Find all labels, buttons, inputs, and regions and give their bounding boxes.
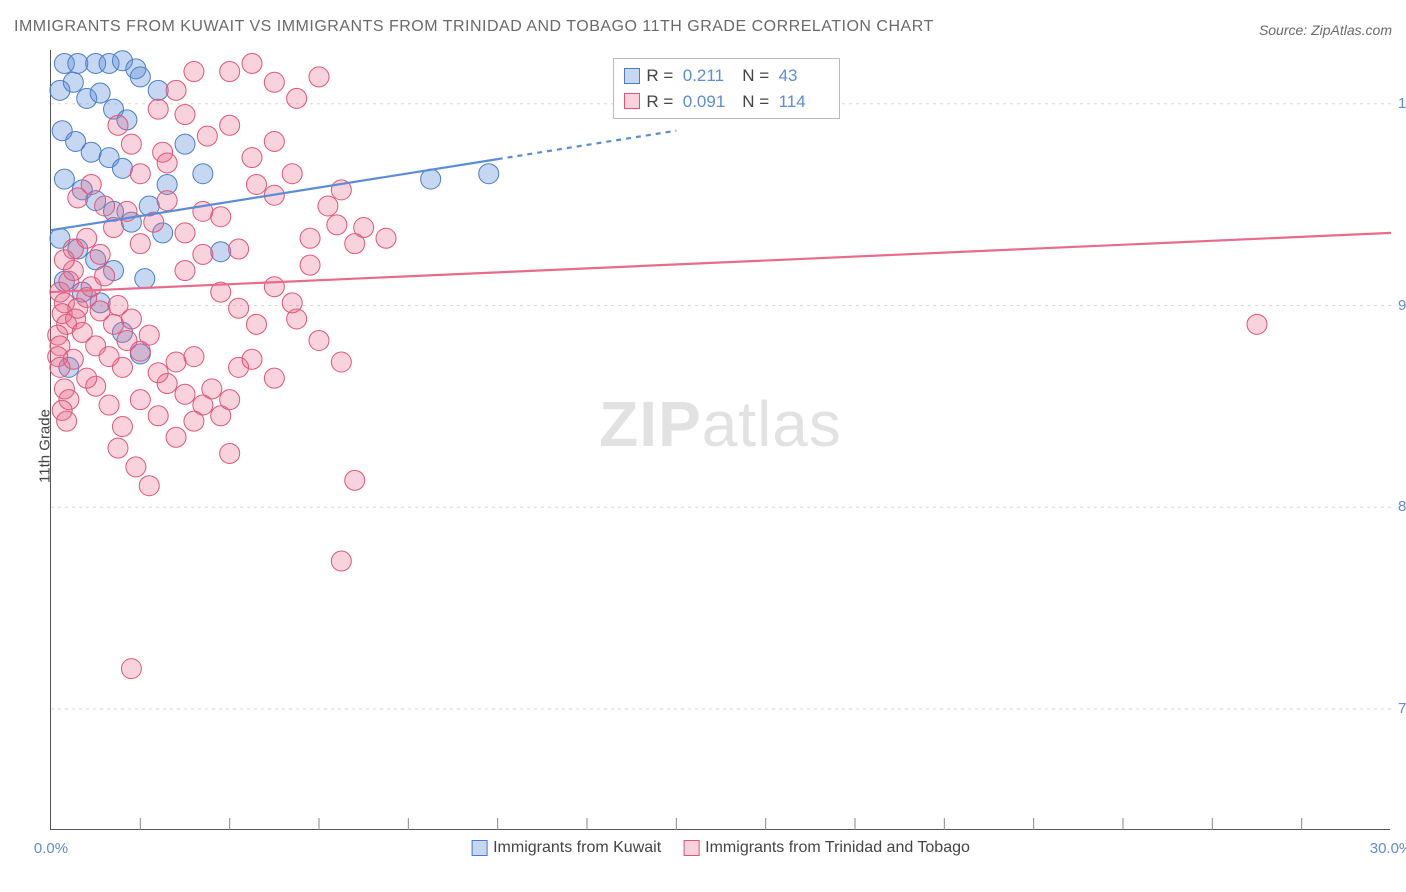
legend-swatch <box>471 840 487 856</box>
legend-swatch <box>624 93 640 109</box>
legend-label: Immigrants from Trinidad and Tobago <box>705 839 970 857</box>
source-label: Source: ZipAtlas.com <box>1259 22 1392 38</box>
legend-swatch <box>624 68 640 84</box>
legend-bottom: Immigrants from Kuwait Immigrants from Tr… <box>471 839 970 857</box>
legend-item: Immigrants from Trinidad and Tobago <box>683 839 970 857</box>
x-tick-label: 30.0% <box>1370 840 1406 857</box>
stats-row: R = 0.091 N = 114 <box>624 89 828 115</box>
legend-label: Immigrants from Kuwait <box>493 839 661 857</box>
x-tick-label: 0.0% <box>34 840 68 857</box>
stats-row: R = 0.211 N = 43 <box>624 63 828 89</box>
legend-item: Immigrants from Kuwait <box>471 839 661 857</box>
legend-swatch <box>683 840 699 856</box>
y-tick-label: 92.5% <box>1392 297 1406 314</box>
chart-title: IMMIGRANTS FROM KUWAIT VS IMMIGRANTS FRO… <box>14 18 934 36</box>
plot-svg <box>51 50 1390 829</box>
plot-area: ZIPatlas R = 0.211 N = 43 R = 0.091 N = … <box>50 50 1390 830</box>
y-tick-label: 100.0% <box>1392 95 1406 112</box>
y-tick-label: 77.5% <box>1392 700 1406 717</box>
chart-container: IMMIGRANTS FROM KUWAIT VS IMMIGRANTS FRO… <box>0 0 1406 892</box>
stats-box: R = 0.211 N = 43 R = 0.091 N = 114 <box>613 58 839 119</box>
y-tick-label: 85.0% <box>1392 498 1406 515</box>
